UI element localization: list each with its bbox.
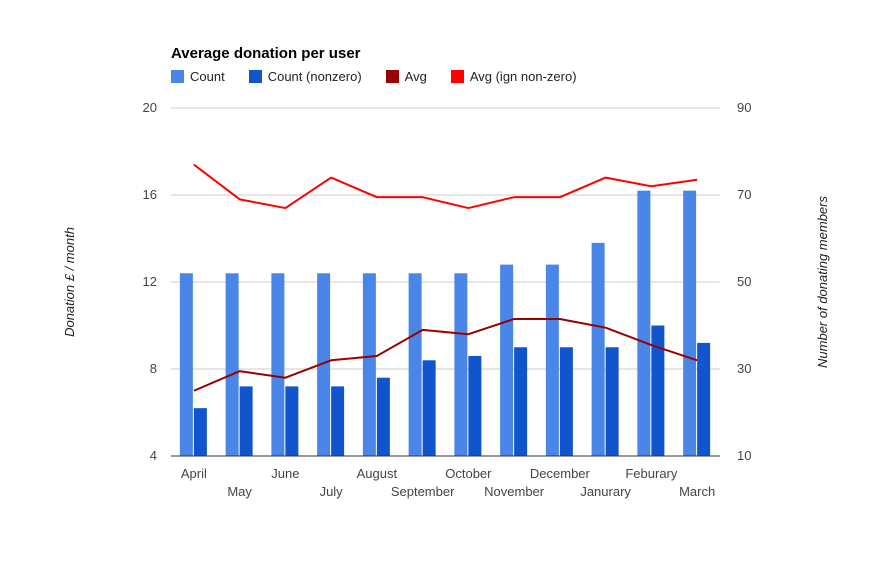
legend-label: Avg — [404, 69, 427, 84]
bar — [637, 190, 651, 456]
x-tick-label: Janurary — [580, 484, 631, 499]
bar — [651, 325, 665, 456]
line-series — [193, 163, 698, 392]
bar — [454, 273, 468, 456]
x-tick-label: December — [530, 466, 591, 481]
y-tick-label-left: 20 — [143, 100, 157, 115]
series-line — [193, 163, 698, 210]
y-axis-title-left: Donation £ / month — [62, 227, 77, 337]
y-tick-label-left: 12 — [143, 274, 157, 289]
legend-item[interactable]: Avg — [385, 69, 427, 84]
legend-swatch — [385, 70, 399, 83]
legend-swatch — [450, 70, 464, 83]
bar — [683, 190, 697, 456]
bar — [239, 386, 253, 456]
y-tick-label-right: 90 — [737, 100, 751, 115]
bar — [285, 386, 299, 456]
gridlines — [171, 107, 720, 370]
chart-title: Average donation per user — [171, 45, 361, 62]
legend-item[interactable]: Count — [171, 69, 225, 84]
y-tick-label-left: 16 — [143, 187, 157, 202]
bar — [225, 273, 239, 456]
bar — [179, 273, 193, 456]
series-line — [193, 317, 698, 392]
bar — [559, 347, 573, 456]
y-tick-label-left: 8 — [150, 361, 157, 376]
bar — [591, 242, 605, 456]
x-tick-label: July — [320, 484, 344, 499]
bar — [545, 264, 559, 456]
bar — [408, 273, 422, 456]
bar — [331, 386, 345, 456]
bar — [422, 360, 436, 456]
bar — [605, 347, 619, 456]
bar — [514, 347, 528, 456]
y-axis-title-right: Number of donating members — [815, 196, 830, 368]
x-tick-label: October — [445, 466, 492, 481]
bar-series — [179, 190, 711, 456]
x-tick-label: Feburary — [625, 466, 678, 481]
x-tick-label: September — [391, 484, 455, 499]
y-tick-label-right: 10 — [737, 448, 751, 463]
x-tick-label: November — [484, 484, 545, 499]
legend-item[interactable]: Avg (ign non-zero) — [450, 69, 577, 84]
y-tick-label-right: 70 — [737, 187, 751, 202]
legend-label: Avg (ign non-zero) — [469, 69, 577, 84]
y-tick-label-right: 30 — [737, 361, 751, 376]
x-tick-label: August — [357, 466, 398, 481]
bar — [376, 377, 390, 456]
bar — [271, 273, 285, 456]
legend-label: Count — [190, 69, 225, 84]
x-tick-label: March — [679, 484, 715, 499]
legend-label: Count (nonzero) — [267, 69, 362, 84]
y-tick-label-right: 50 — [737, 274, 751, 289]
bar — [468, 355, 482, 456]
x-tick-label: May — [227, 484, 252, 499]
bar — [362, 273, 376, 456]
chart-legend: Count Count (nonzero) Avg Avg (ign non-zero… — [171, 69, 601, 84]
bar — [193, 408, 207, 456]
bar — [317, 273, 331, 456]
bar — [500, 264, 514, 456]
y-tick-label-left: 4 — [150, 448, 157, 463]
legend-swatch — [248, 70, 262, 83]
bar — [697, 342, 711, 456]
legend-swatch — [171, 70, 184, 83]
tick-labels: 20 90 16 70 12 50 8 30 4 10 April May June July August… — [143, 100, 752, 499]
legend-item[interactable]: Count (nonzero) — [248, 69, 362, 84]
x-tick-label: April — [181, 466, 207, 481]
x-tick-label: June — [271, 466, 299, 481]
